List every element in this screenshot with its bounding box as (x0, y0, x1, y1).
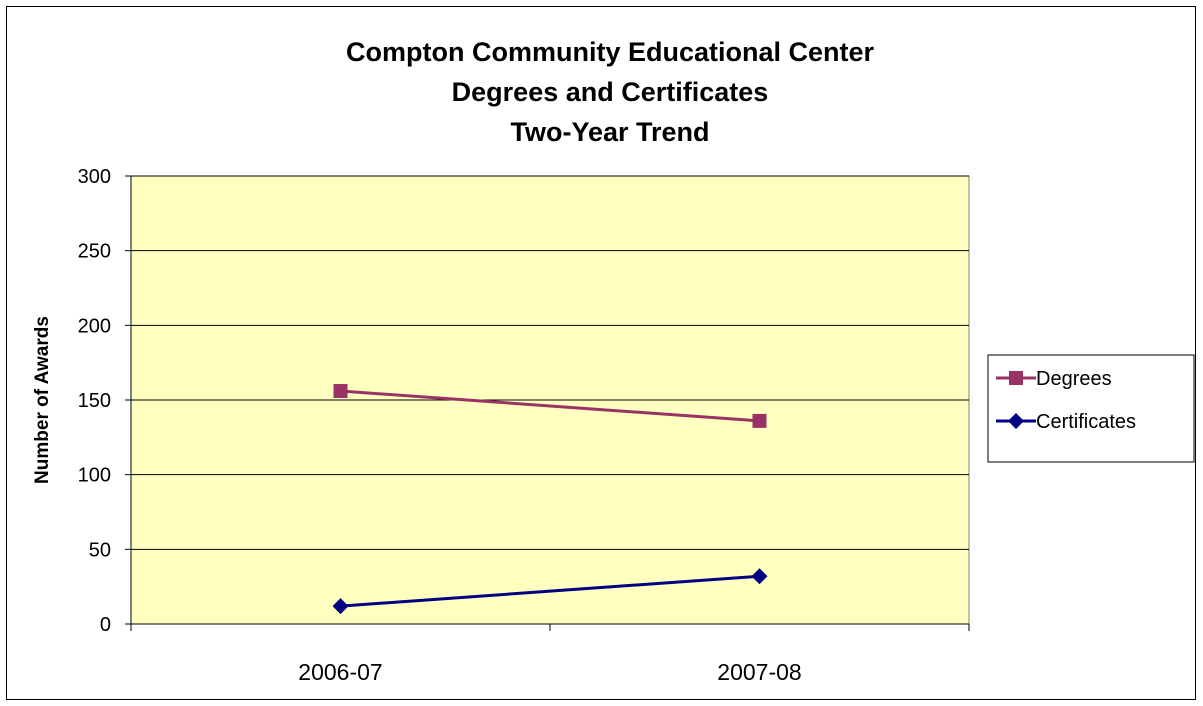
y-tick-label: 50 (89, 539, 111, 561)
y-axis-label: Number of Awards (32, 316, 53, 484)
x-tick-label: 2006-07 (298, 659, 382, 685)
x-tick-labels: 2006-07 2007-08 (298, 659, 801, 685)
legend-marker (1008, 413, 1024, 429)
y-tick-label: 150 (78, 390, 111, 412)
data-point-degrees (752, 413, 767, 428)
legend-label: Degrees (1036, 368, 1112, 390)
chart-title-line-1: Compton Community Educational Center (346, 37, 875, 67)
data-point-degrees (333, 384, 348, 399)
data-point-certificates (751, 568, 768, 585)
legend-item-degrees: Degrees (996, 368, 1112, 390)
series-degrees (333, 384, 767, 428)
gridlines (131, 175, 969, 550)
y-tick-label: 100 (78, 465, 111, 487)
x-tick-label: 2007-08 (717, 659, 801, 685)
series-line (340, 574, 760, 608)
series-certificates (332, 568, 768, 615)
data-point-certificates (332, 598, 349, 615)
legend-label: Certificates (1036, 411, 1136, 433)
axes (125, 175, 970, 631)
y-tick-label: 200 (78, 315, 111, 337)
series (332, 384, 768, 615)
legend-marker (1009, 371, 1023, 385)
chart-title-line-2: Degrees and Certificates (452, 77, 769, 107)
legend-item-certificates: Certificates (996, 411, 1136, 433)
y-tick-labels: 0 50 100 150 200 250 300 (78, 166, 111, 636)
series-line (340, 389, 760, 423)
chart-title-line-3: Two-Year Trend (510, 117, 709, 147)
y-tick-label: 0 (100, 614, 111, 636)
y-tick-label: 250 (78, 241, 111, 263)
legend: Degrees Certificates (987, 354, 1195, 463)
y-tick-label: 300 (78, 166, 111, 188)
